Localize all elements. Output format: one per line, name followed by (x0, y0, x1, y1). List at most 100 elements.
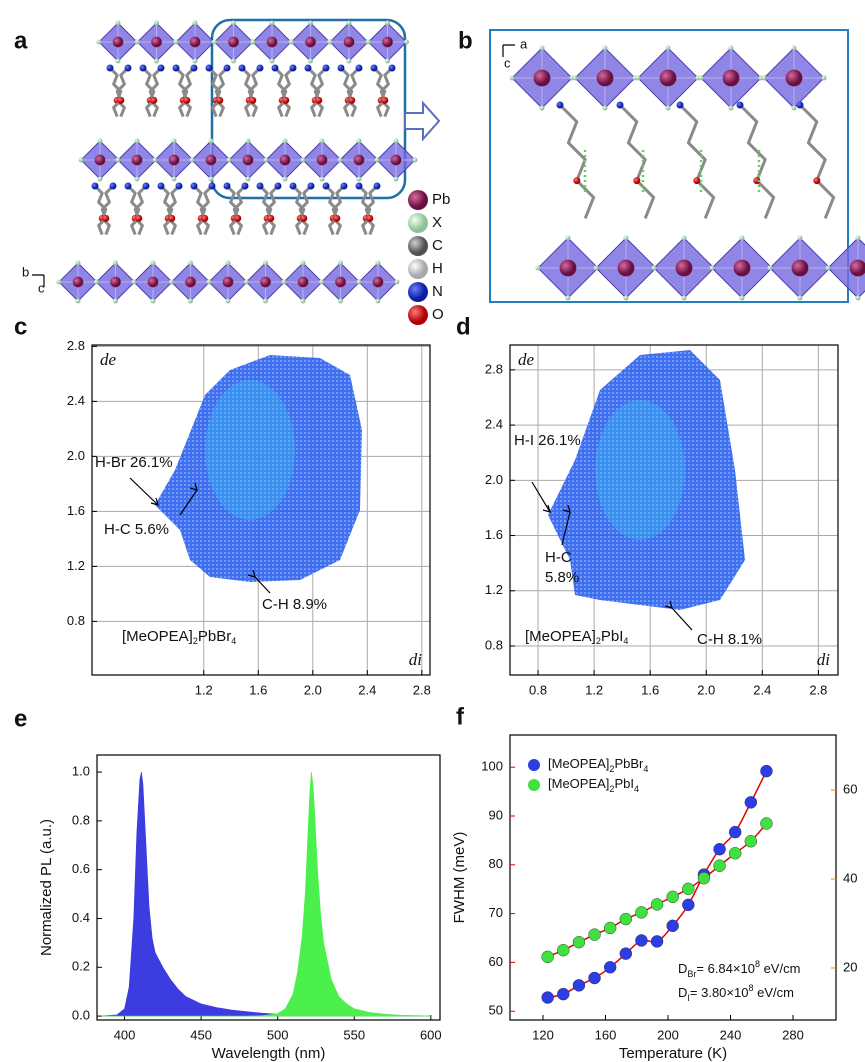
atom-o (102, 214, 110, 222)
y-tick-label: 100 (481, 759, 503, 774)
atom-x (225, 260, 231, 266)
data-point (760, 764, 773, 778)
atom-x (282, 138, 288, 144)
atom-o (633, 177, 641, 185)
data-point (557, 987, 570, 1001)
annotation-part: = 3.80×10 (690, 985, 749, 1000)
frame (91, 344, 431, 676)
y-tick-label: 1.2 (485, 582, 503, 597)
atom-n (736, 101, 744, 109)
atom-n (307, 182, 315, 190)
atom-pb (733, 259, 751, 277)
atom-pb (617, 259, 635, 277)
molecule (244, 66, 262, 118)
atom-x (825, 265, 831, 271)
atom-x (346, 20, 352, 26)
panel-label: c (14, 313, 27, 340)
x-tick-label: 1.6 (249, 682, 267, 697)
panel-label: d (456, 313, 471, 340)
atom-x (96, 39, 102, 45)
molecule (306, 66, 324, 118)
molecule (273, 66, 291, 118)
atom-n (91, 182, 99, 190)
y-tick-label: 0.8 (72, 812, 90, 827)
atom-n (172, 64, 180, 72)
atom-n (256, 182, 264, 190)
y-tick-label: 90 (489, 807, 503, 822)
x-tick-label: 600 (420, 1027, 442, 1042)
compound-label: [MeOPEA]2PbBr4 (122, 628, 236, 646)
y2-tick-label: 60 (843, 782, 857, 797)
atom-x (78, 157, 84, 163)
y-tick-label: 2.8 (67, 338, 85, 353)
atom-o (366, 214, 374, 222)
axis-name: a (520, 36, 528, 51)
atom-x (761, 75, 767, 81)
atom-x (535, 265, 541, 271)
y-tick-label: 1.0 (72, 764, 90, 779)
legend-atom (408, 213, 428, 233)
atom-x (565, 235, 571, 241)
atom-x (97, 138, 103, 144)
molecule (295, 184, 313, 236)
atom-x (327, 39, 333, 45)
atom-x (134, 176, 140, 182)
data-point (713, 842, 726, 856)
data-point (666, 890, 679, 904)
atom-x (338, 298, 343, 304)
molecule (112, 66, 130, 118)
atom-pb (147, 276, 159, 288)
x-axis-title: Wavelength (nm) (212, 1045, 326, 1062)
data-point (760, 817, 773, 830)
annotation-part: I (687, 993, 690, 1003)
atom-o (168, 214, 176, 222)
molecule (145, 66, 163, 118)
density-region (155, 355, 362, 582)
atom-n (190, 64, 198, 72)
molecule (798, 103, 836, 219)
molecule (211, 66, 229, 118)
atom-x (665, 45, 671, 51)
annotation-part: 8 (755, 959, 760, 969)
molecule (97, 184, 115, 236)
atom-pb (110, 276, 121, 288)
atom-pb (94, 154, 106, 166)
annotation-arrow (247, 569, 271, 594)
atom-x (698, 75, 704, 81)
crystal-structures (56, 18, 865, 304)
atom-x (791, 45, 797, 51)
atom-n (274, 182, 282, 190)
atom-x (319, 279, 324, 285)
annotation-arrow (179, 482, 198, 516)
chart: de di H-I 26.1% H-C 5.8% C-H 8.1% [MeOPEA]2PbI… (485, 344, 839, 697)
data-point (650, 898, 664, 911)
atom-x (192, 58, 198, 64)
x-tick-label: 1.2 (585, 682, 603, 697)
atom-o (267, 214, 275, 222)
atom-x (208, 176, 214, 182)
annotation: H-Br 26.1% (95, 454, 173, 471)
molecule (196, 184, 214, 236)
data-point (713, 859, 726, 872)
atom-pb (305, 36, 316, 48)
atom-x (212, 39, 217, 45)
atom-x (855, 295, 861, 301)
atom-x (767, 265, 773, 271)
axis-name: c (38, 280, 45, 295)
legend-label: [MeOPEA]2PbI4 (548, 776, 639, 794)
molecule (207, 66, 225, 118)
molecule (258, 184, 276, 236)
legend-atom (408, 259, 428, 279)
atom-x (539, 105, 545, 111)
legend-marker (528, 779, 540, 791)
atom-x (681, 295, 687, 301)
y-tick-label: 1.2 (67, 558, 85, 573)
atom-x (338, 260, 343, 266)
atom-x (728, 105, 734, 111)
atom-n (223, 64, 231, 72)
atom-x (412, 157, 418, 163)
panel-label: a (14, 27, 28, 54)
atom-pb (297, 276, 309, 288)
x-tick-label: 450 (190, 1027, 212, 1042)
y2-tick-label: 40 (843, 870, 857, 885)
